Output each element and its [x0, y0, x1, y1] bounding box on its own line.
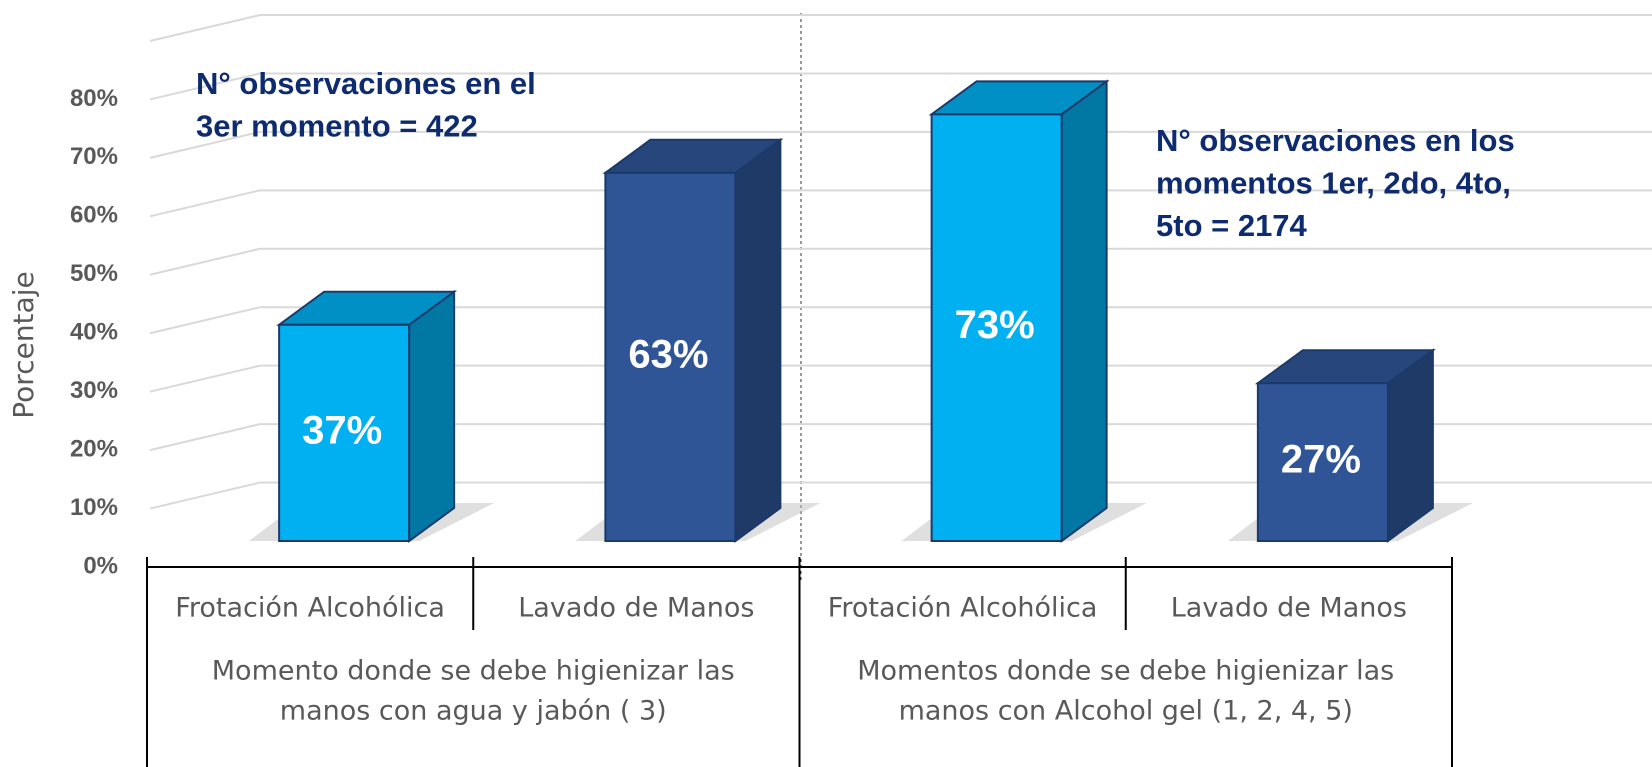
y-tick-label: 10%	[70, 494, 118, 521]
x-tick-label: Lavado de Manos	[518, 593, 754, 624]
y-tick-label: 20%	[70, 435, 118, 462]
y-tick-label: 40%	[70, 319, 118, 346]
grid-line	[149, 423, 1652, 452]
bar-side	[734, 137, 782, 543]
bar	[1256, 382, 1389, 543]
y-tick-label: 70%	[70, 143, 118, 170]
grid-line	[149, 481, 1652, 510]
y-tick-label: 30%	[70, 377, 118, 404]
y-tick-label: 60%	[70, 202, 118, 229]
x-tick-label: Frotación Alcohólica	[175, 593, 445, 624]
grid-line	[149, 247, 1652, 276]
annotation: N° observaciones en los	[1156, 123, 1515, 158]
grid-line	[149, 306, 1652, 335]
bar	[930, 113, 1063, 542]
value-label: 63%	[628, 332, 708, 376]
group-label: Momentos donde se debe higienizar las	[857, 656, 1394, 687]
x-tick-label: Frotación Alcohólica	[828, 593, 1098, 624]
grid-line	[149, 364, 1652, 393]
x-tick-label: Lavado de Manos	[1171, 593, 1407, 624]
bar	[604, 171, 737, 543]
grid-line	[149, 130, 1652, 159]
bar-side	[1060, 79, 1108, 543]
value-label: 27%	[1281, 438, 1361, 482]
annotation: momentos 1er, 2do, 4to,	[1156, 166, 1511, 201]
bar-side	[408, 289, 456, 543]
grid-line	[149, 72, 1652, 101]
grid-line	[149, 14, 1652, 42]
y-tick-label: 0%	[83, 552, 118, 579]
annotation: 3er momento = 422	[196, 109, 478, 144]
value-label: 37%	[302, 408, 382, 452]
group-label: manos con agua y jabón ( 3)	[280, 696, 667, 727]
group-label: manos con Alcohol gel (1, 2, 4, 5)	[899, 696, 1353, 727]
annotation: N° observaciones en el	[196, 66, 536, 101]
y-tick-label: 50%	[70, 260, 118, 287]
bar	[278, 323, 411, 542]
annotation: 5to = 2174	[1156, 208, 1308, 243]
y-tick-label: 80%	[70, 85, 118, 112]
value-label: 73%	[955, 303, 1035, 347]
group-label: Momento donde se debe higienizar las	[212, 656, 735, 687]
y-axis-label: Porcentaje	[7, 271, 40, 418]
grid-line	[149, 189, 1652, 218]
